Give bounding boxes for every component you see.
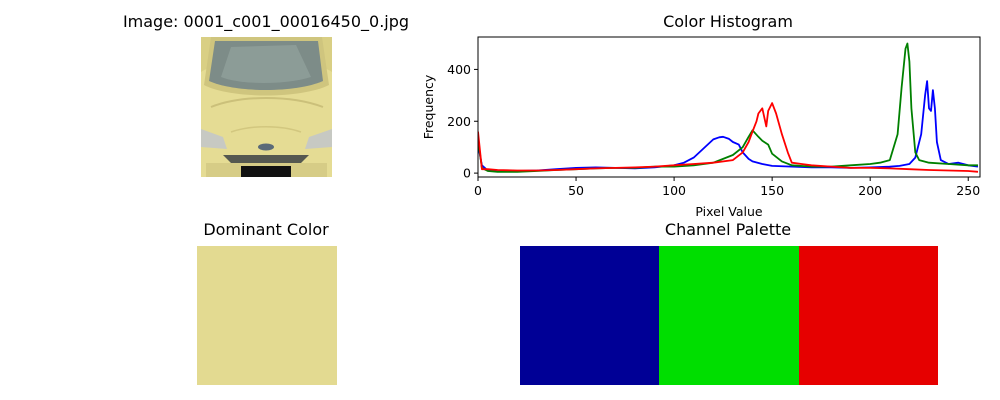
y-axis-label: Frequency [421,74,436,139]
car-thumbnail [201,37,332,177]
y-tick-label: 0 [463,166,471,181]
y-tick-label: 200 [447,114,471,129]
dominant-color-swatch [197,246,337,385]
palette-red-cell [798,246,938,385]
plot-frame [477,36,981,178]
y-tick-label: 400 [447,62,471,77]
histogram-series-line [478,102,979,173]
histogram-series-line [478,80,979,173]
image-title: Image: 0001_c001_00016450_0.jpg [122,12,410,31]
x-tick-label: 0 [474,183,482,198]
channel-palette-title: Channel Palette [664,220,792,239]
palette-blue-cell [520,246,660,385]
x-tick-label: 200 [858,183,882,198]
dominant-color-title: Dominant Color [203,220,329,239]
channel-palette [520,246,938,385]
palette-green-cell [659,246,799,385]
x-axis-label: Pixel Value [695,204,763,219]
x-tick-label: 150 [760,183,784,198]
car-thumbnail-drawing [201,37,332,177]
histogram-series-line [478,42,978,173]
x-tick-label: 250 [956,183,980,198]
x-tick-label: 100 [662,183,686,198]
x-tick-label: 50 [568,183,584,198]
histogram-title: Color Histogram [663,12,793,31]
